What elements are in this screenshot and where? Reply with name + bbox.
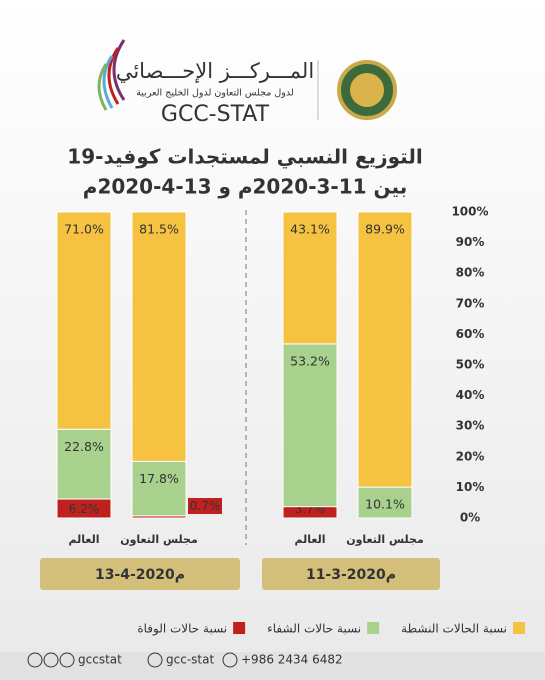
value-label: 0.7% (190, 499, 221, 513)
value-label: 43.1% (290, 222, 330, 237)
x-tick-label: العالم (295, 533, 326, 546)
y-tick-label: 50% (456, 358, 485, 372)
x-tick-label: العالم (69, 533, 100, 546)
phone-number: +986 2434 6482 (241, 653, 343, 667)
org-subtitle: لدول مجلس التعاون لدول الخليج العربية (136, 88, 294, 99)
org-name: المـــركـــز الإحـــصائي (116, 59, 314, 83)
bar-segment (131, 211, 187, 462)
y-tick-label: 90% (456, 235, 485, 249)
bar-segment (131, 460, 187, 517)
value-label-box (60, 501, 108, 517)
y-tick-label: 70% (456, 296, 485, 310)
bar-segment (357, 211, 413, 488)
legend-label: نسبة حالات الشفاء (267, 622, 361, 636)
logo-mark (97, 39, 126, 111)
youtube-icon (147, 652, 163, 668)
x-tick-label: مجلس التعاون (120, 533, 198, 546)
legend-label: نسبة الحالات النشطة (401, 622, 507, 636)
group-label: 13-4-2020م (95, 567, 185, 583)
value-label: 71.0% (64, 222, 104, 237)
value-label: 17.8% (139, 471, 179, 486)
legend-label: نسبة حالات الوفاة (137, 622, 227, 637)
value-label: 53.2% (290, 353, 330, 368)
legend-swatch (513, 622, 525, 634)
bar-segment (282, 211, 338, 345)
value-label: 81.5% (139, 222, 179, 237)
bar-segment (357, 486, 413, 519)
whatsapp-icon (222, 652, 238, 668)
y-tick-label: 60% (456, 327, 485, 341)
y-tick-label: 40% (456, 388, 485, 402)
emblem-center (350, 73, 384, 107)
group-label: 11-3-2020م (306, 567, 396, 583)
youtube-handle: gcc-stat (166, 653, 214, 667)
legend-swatch (233, 622, 246, 634)
legend-swatch (367, 622, 380, 634)
footer-bar (0, 652, 545, 680)
x-tick-label: مجلس التعاون (346, 533, 424, 546)
instagram-icon (59, 652, 75, 668)
y-tick-label: 30% (456, 419, 485, 433)
y-tick-label: 10% (456, 480, 485, 494)
y-tick-label: 20% (456, 449, 485, 463)
value-label-box (188, 498, 222, 514)
value-label: 22.8% (64, 439, 104, 454)
group-box (262, 558, 440, 590)
facebook-icon (27, 652, 43, 668)
bar-segment (56, 211, 112, 430)
instagram-handle: gccstat (78, 653, 122, 667)
org-code: GCC-STAT (161, 102, 270, 127)
value-label: 10.1% (365, 497, 405, 512)
bar-segment (56, 428, 112, 500)
y-tick-label: 0% (460, 511, 480, 525)
group-box (40, 558, 240, 590)
chart-subtitle: بين 11-3-2020م و 13-4-2020م (83, 175, 407, 199)
value-label: 89.9% (365, 222, 405, 237)
y-tick-label: 100% (451, 205, 488, 219)
value-label: 6.2% (69, 502, 100, 516)
y-tick-label: 80% (456, 266, 485, 280)
chart-title: التوزيع النسبي لمستجدات كوفيد-19 (67, 145, 422, 170)
twitter-icon (43, 652, 59, 668)
